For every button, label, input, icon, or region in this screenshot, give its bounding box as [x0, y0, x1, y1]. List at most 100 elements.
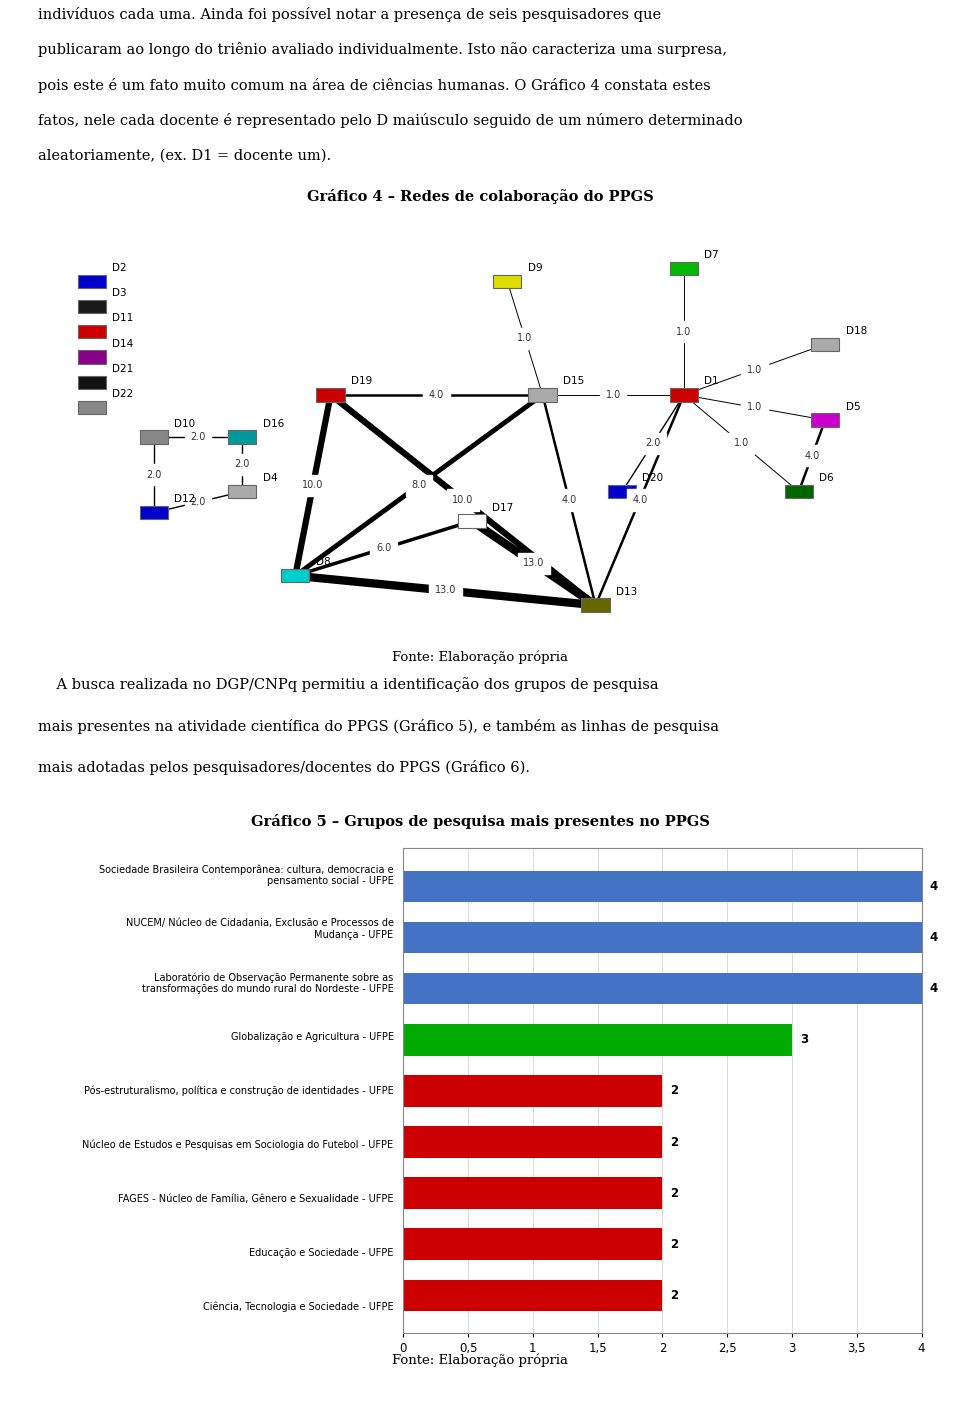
Text: D19: D19	[351, 376, 372, 386]
FancyBboxPatch shape	[528, 388, 557, 402]
Text: D2: D2	[112, 262, 127, 272]
FancyBboxPatch shape	[608, 485, 636, 498]
Bar	[403, 921, 922, 954]
Text: Núcleo de Estudos e Pesquisas em Sociologia do Futebol - UFPE: Núcleo de Estudos e Pesquisas em Sociolo…	[83, 1139, 394, 1149]
Text: D15: D15	[563, 376, 584, 386]
Text: 2: 2	[670, 1289, 679, 1302]
Bar	[403, 973, 922, 1004]
Text: 4.0: 4.0	[804, 451, 820, 461]
Text: Pós-estruturalismo, política e construção de identidades - UFPE: Pós-estruturalismo, política e construçã…	[84, 1085, 394, 1097]
Text: indivíduos cada uma. Ainda foi possível notar a presença de seis pesquisadores q: indivíduos cada uma. Ainda foi possível …	[38, 7, 661, 23]
Text: 2: 2	[670, 1084, 679, 1098]
FancyBboxPatch shape	[228, 485, 256, 498]
Text: 2: 2	[670, 1238, 679, 1251]
Text: 1.0: 1.0	[747, 402, 762, 412]
Text: D4: D4	[263, 473, 277, 483]
Text: D20: D20	[642, 473, 663, 483]
Text: D9: D9	[528, 262, 542, 272]
FancyBboxPatch shape	[78, 351, 107, 364]
FancyBboxPatch shape	[140, 506, 168, 519]
Text: D8: D8	[316, 558, 330, 568]
Text: 13.0: 13.0	[523, 558, 544, 568]
Bar	[403, 1279, 662, 1312]
Text: D6: D6	[819, 473, 833, 483]
Text: Educação e Sociedade - UFPE: Educação e Sociedade - UFPE	[250, 1248, 394, 1258]
Bar	[403, 1127, 662, 1158]
FancyBboxPatch shape	[582, 599, 610, 612]
Text: 1.0: 1.0	[747, 365, 762, 375]
FancyBboxPatch shape	[281, 569, 309, 582]
FancyBboxPatch shape	[670, 388, 698, 402]
Text: Gráfico 4 – Redes de colaboração do PPGS: Gráfico 4 – Redes de colaboração do PPGS	[306, 190, 654, 204]
Text: D3: D3	[112, 288, 127, 298]
FancyBboxPatch shape	[78, 375, 107, 389]
Text: 4.0: 4.0	[429, 389, 444, 399]
Text: D18: D18	[846, 327, 867, 337]
Text: 2.0: 2.0	[190, 432, 205, 442]
Text: 4: 4	[929, 931, 938, 944]
FancyBboxPatch shape	[140, 431, 168, 443]
Text: 1.0: 1.0	[733, 438, 749, 448]
Text: D21: D21	[112, 364, 133, 374]
FancyBboxPatch shape	[78, 275, 107, 288]
FancyBboxPatch shape	[458, 515, 486, 528]
Text: 2.0: 2.0	[146, 469, 161, 479]
Bar	[403, 1075, 662, 1107]
Text: mais presentes na atividade científica do PPGS (Gráfico 5), e também as linhas d: mais presentes na atividade científica d…	[38, 719, 719, 733]
Text: NUCEM/ Núcleo de Cidadania, Exclusão e Processos de
Mudança - UFPE: NUCEM/ Núcleo de Cidadania, Exclusão e P…	[126, 918, 394, 940]
Text: 1.0: 1.0	[676, 327, 691, 337]
Bar	[403, 1024, 792, 1055]
Text: Fonte: Elaboração própria: Fonte: Elaboração própria	[392, 650, 568, 665]
FancyBboxPatch shape	[78, 299, 107, 314]
Text: 8.0: 8.0	[411, 481, 426, 491]
Text: 2: 2	[670, 1186, 679, 1199]
Text: aleatoriamente, (ex. D1 = docente um).: aleatoriamente, (ex. D1 = docente um).	[38, 148, 331, 163]
Text: 4: 4	[929, 880, 938, 893]
Text: 3: 3	[800, 1034, 808, 1047]
Text: 4.0: 4.0	[562, 495, 577, 505]
Text: D7: D7	[705, 250, 719, 261]
Text: 10.0: 10.0	[302, 481, 324, 491]
Text: D11: D11	[112, 314, 133, 324]
Text: Sociedade Brasileira Contemporânea: cultura, democracia e
pensamento social - UF: Sociedade Brasileira Contemporânea: cult…	[99, 864, 394, 887]
FancyBboxPatch shape	[670, 262, 698, 275]
Text: 13.0: 13.0	[435, 586, 456, 596]
Text: Laboratório de Observação Permanente sobre as
transformações do mundo rural do N: Laboratório de Observação Permanente sob…	[142, 973, 394, 994]
Text: 2.0: 2.0	[234, 459, 250, 469]
Text: D1: D1	[705, 376, 719, 386]
Text: 2.0: 2.0	[190, 498, 205, 508]
Text: 4.0: 4.0	[632, 495, 647, 505]
Text: FAGES - Núcleo de Família, Gênero e Sexualidade - UFPE: FAGES - Núcleo de Família, Gênero e Sexu…	[118, 1194, 394, 1204]
Text: fatos, nele cada docente é representado pelo D maiúsculo seguido de um número de: fatos, nele cada docente é representado …	[38, 113, 743, 128]
Text: D17: D17	[492, 502, 514, 512]
Bar	[403, 1228, 662, 1261]
Text: 2: 2	[670, 1135, 679, 1148]
Text: A busca realizada no DGP/CNPq permitiu a identificação dos grupos de pesquisa: A busca realizada no DGP/CNPq permitiu a…	[38, 677, 659, 692]
Text: 4: 4	[929, 983, 938, 995]
FancyBboxPatch shape	[78, 325, 107, 338]
Text: publicaram ao longo do triênio avaliado individualmente. Isto não caracteriza um: publicaram ao longo do triênio avaliado …	[38, 43, 728, 57]
Text: D13: D13	[616, 586, 637, 596]
FancyBboxPatch shape	[317, 388, 345, 402]
Text: D16: D16	[263, 418, 284, 428]
Bar	[403, 870, 922, 903]
Text: D22: D22	[112, 389, 133, 399]
Text: Ciência, Tecnologia e Sociedade - UFPE: Ciência, Tecnologia e Sociedade - UFPE	[203, 1301, 394, 1312]
Text: D14: D14	[112, 338, 133, 348]
Text: Gráfico 5 – Grupos de pesquisa mais presentes no PPGS: Gráfico 5 – Grupos de pesquisa mais pres…	[251, 814, 709, 829]
Text: Globalização e Agricultura - UFPE: Globalização e Agricultura - UFPE	[230, 1032, 394, 1042]
Text: 1.0: 1.0	[517, 334, 533, 344]
FancyBboxPatch shape	[228, 431, 256, 443]
FancyBboxPatch shape	[493, 275, 521, 288]
Bar	[403, 1178, 662, 1209]
Text: mais adotadas pelos pesquisadores/docentes do PPGS (Gráfico 6).: mais adotadas pelos pesquisadores/docent…	[38, 760, 530, 774]
FancyBboxPatch shape	[78, 401, 107, 414]
FancyBboxPatch shape	[784, 485, 813, 498]
Text: 6.0: 6.0	[376, 543, 392, 553]
Text: pois este é um fato muito comum na área de ciências humanas. O Gráfico 4 constat: pois este é um fato muito comum na área …	[38, 78, 711, 93]
Text: 10.0: 10.0	[452, 495, 474, 505]
Text: 2.0: 2.0	[645, 438, 660, 448]
Text: Fonte: Elaboração própria: Fonte: Elaboração própria	[392, 1353, 568, 1368]
Text: D10: D10	[175, 418, 196, 428]
Text: 1.0: 1.0	[606, 389, 621, 399]
